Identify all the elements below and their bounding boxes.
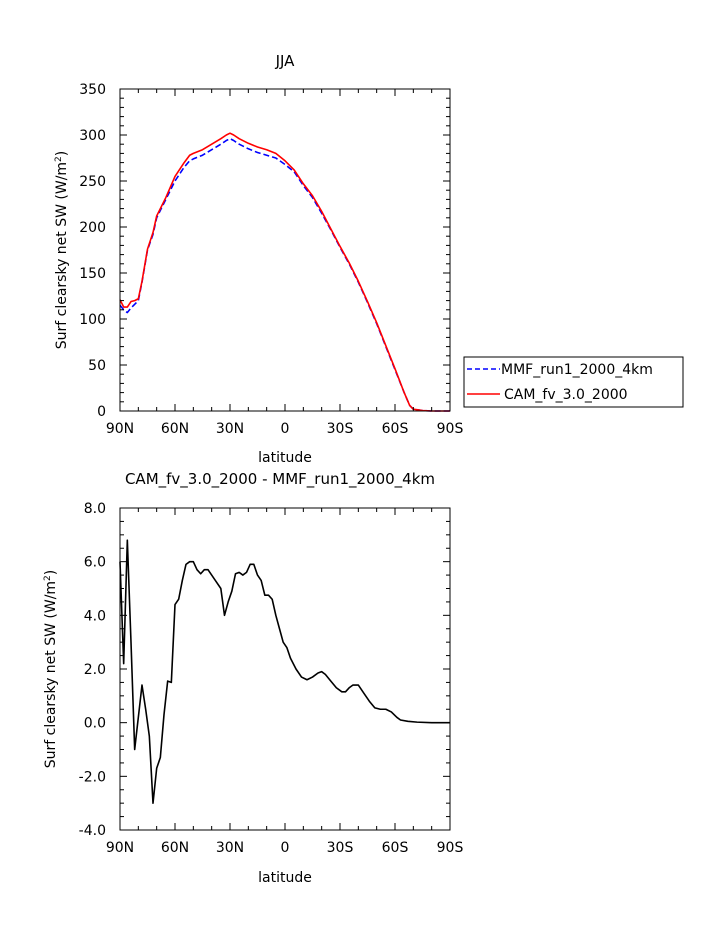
top-series-line-1: [119, 137, 450, 412]
top-x-tick-label: 30N: [216, 421, 244, 437]
bottom-y-tick-label: 2.0: [84, 662, 106, 678]
bottom-x-tick-label: 30S: [327, 840, 354, 856]
bottom-x-axis-label: latitude: [258, 870, 312, 886]
top-y-axis-label: Surf clearsky net SW (W/m2): [54, 151, 70, 350]
bottom-chart-title: CAM_fv_3.0_2000 - MMF_run1_2000_4km: [125, 470, 435, 489]
bottom-y-axis-label: Surf clearsky net SW (W/m2): [43, 570, 59, 769]
top-x-tick-label: 0: [281, 421, 290, 437]
bottom-y-tick-label: 6.0: [84, 555, 106, 571]
bottom-x-tick-label: 60N: [161, 840, 189, 856]
bottom-x-tick-label: 0: [281, 840, 290, 856]
top-y-tick-label: 100: [79, 312, 106, 328]
top-y-tick-label: 300: [79, 128, 106, 144]
bottom-series-line-1: [119, 539, 450, 804]
legend-label-cam: CAM_fv_3.0_2000: [504, 387, 628, 403]
top-y-tick-label: 350: [79, 82, 106, 98]
bottom-y-tick-label: 8.0: [84, 501, 106, 517]
bottom-x-tick-label: 90N: [106, 840, 134, 856]
top-x-tick-label: 30S: [327, 421, 354, 437]
top-x-tick-label: 60S: [382, 421, 409, 437]
legend-label-mmf: MMF_run1_2000_4km: [501, 362, 653, 378]
top-y-tick-label: 0: [97, 404, 106, 420]
top-y-tick-label: 150: [79, 266, 106, 282]
bottom-x-tick-label: 60S: [382, 840, 409, 856]
bottom-y-tick-label: 0.0: [84, 716, 106, 732]
top-y-tick-label: 250: [79, 174, 106, 190]
bottom-x-tick-label: 90S: [437, 840, 464, 856]
bottom-y-tick-label: -4.0: [79, 823, 106, 839]
top-series-line-2: [119, 132, 450, 412]
bottom-x-tick-label: 30N: [216, 840, 244, 856]
top-chart: JJA 90N 60N 30N 0 30S 60S 90S 0 50 100 150 200 250 30…: [54, 52, 684, 466]
top-plot-frame: [119, 88, 451, 412]
top-x-tick-label: 60N: [161, 421, 189, 437]
bottom-y-tick-label: -2.0: [79, 769, 106, 785]
bottom-y-tick-label: 4.0: [84, 608, 106, 624]
top-y-tick-label: 200: [79, 220, 106, 236]
top-x-tick-label: 90S: [437, 421, 464, 437]
top-x-tick-label: 90N: [106, 421, 134, 437]
top-x-axis-label: latitude: [258, 450, 312, 466]
bottom-chart: CAM_fv_3.0_2000 - MMF_run1_2000_4km 90N 6…: [43, 470, 463, 886]
top-y-tick-label: 50: [88, 358, 106, 374]
legend-box: [463, 356, 684, 408]
top-chart-title: JJA: [275, 52, 296, 70]
legend: MMF_run1_2000_4km CAM_fv_3.0_2000: [463, 356, 684, 408]
bottom-plot-frame: [119, 507, 451, 831]
